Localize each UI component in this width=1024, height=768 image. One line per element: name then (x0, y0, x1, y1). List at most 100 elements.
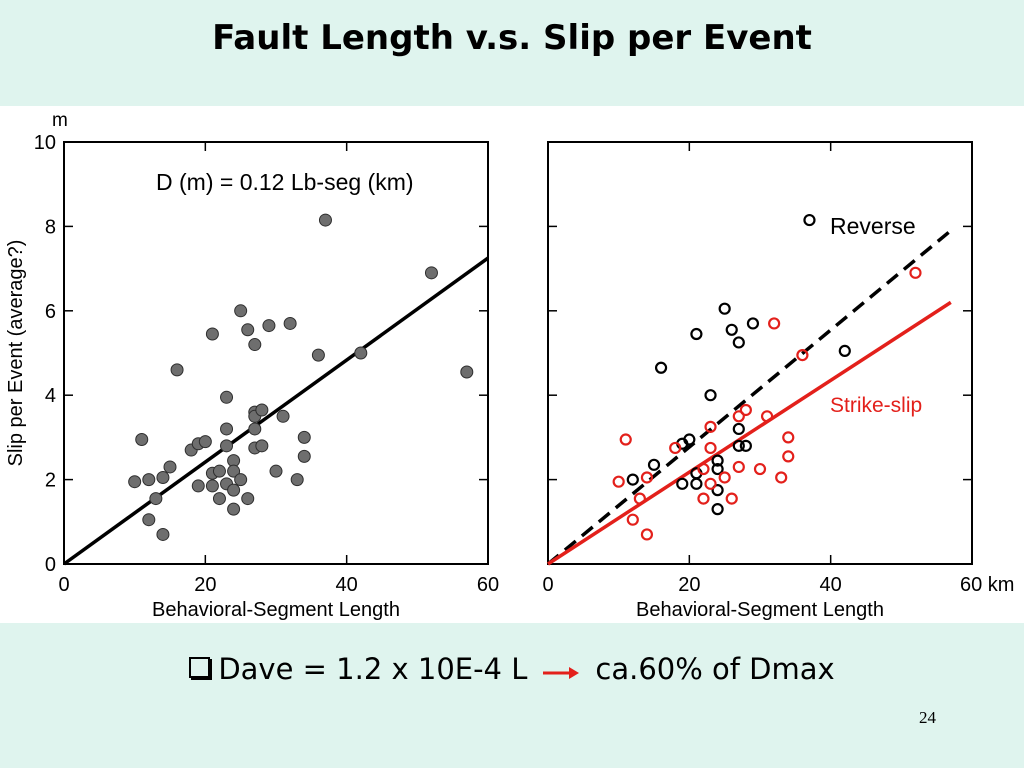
data-point (276, 409, 290, 423)
strike-slip-fit-line (547, 300, 952, 566)
strike-slip-point (768, 317, 781, 330)
data-point (220, 422, 234, 436)
data-point (191, 479, 205, 493)
x-axis-label: Behavioral-Segment Length (636, 599, 884, 621)
data-point (212, 492, 226, 506)
right-arrow-icon (541, 654, 581, 688)
data-point (128, 475, 142, 489)
reverse-point (690, 477, 703, 490)
reverse-point (732, 439, 745, 452)
y-tick-label: 6 (45, 301, 56, 323)
strike-slip-point (697, 462, 710, 476)
plot-frame (63, 141, 489, 565)
x-tick-label: 20 (678, 574, 700, 596)
data-point (283, 316, 297, 330)
data-point (460, 365, 474, 379)
reverse-point (732, 336, 745, 349)
caption-percent: ca.60% of Dmax (595, 652, 835, 686)
strike-slip-point (704, 477, 717, 490)
checkbox-bullet-icon (189, 657, 211, 678)
reverse-point (838, 344, 851, 357)
data-point (156, 470, 170, 484)
strike-slip-point (732, 460, 745, 474)
data-point (149, 492, 163, 506)
y-tick-label: 8 (45, 216, 56, 238)
reverse-point (739, 439, 752, 452)
data-point (248, 338, 262, 352)
data-point (156, 527, 170, 541)
figure-panel: 0 2 4 6 8 10 0 20 40 60 m Behavioral-Segment Length… (0, 106, 1024, 623)
data-point (205, 479, 219, 493)
x-tick-label: 20 (194, 574, 216, 596)
page-number: 24 (919, 708, 936, 727)
data-point (170, 363, 184, 377)
strike-slip-point (697, 492, 710, 505)
y-unit-label: m (52, 110, 68, 131)
x-axis-label: Behavioral-Segment Length (152, 599, 400, 621)
data-point (212, 464, 226, 478)
reverse-point (626, 473, 639, 486)
data-point (135, 433, 149, 447)
y-tick-label: 4 (45, 385, 56, 407)
x-tick-label: 60 (477, 574, 499, 596)
fit-equation-annotation: D (m) = 0.12 Lb-seg (km) (156, 169, 414, 195)
y-tick-label: 0 (45, 554, 56, 576)
fit-line (62, 256, 490, 566)
reverse-point (704, 389, 717, 402)
strike-slip-point (718, 471, 731, 484)
reverse-point (711, 462, 724, 476)
data-point (234, 304, 248, 318)
x-tick-label: 40 (336, 574, 358, 596)
strike-slip-point (669, 441, 682, 455)
y-tick-label: 2 (45, 470, 56, 492)
data-point (269, 464, 283, 478)
strike-slip-point (633, 492, 646, 505)
reverse-point (683, 433, 696, 446)
data-point (163, 460, 177, 474)
strike-slip-point (753, 462, 767, 476)
strike-slip-point (612, 475, 625, 488)
data-point (297, 430, 311, 444)
strike-slip-point (739, 403, 752, 417)
data-point (227, 502, 241, 516)
strike-slip-point (640, 528, 654, 541)
reverse-point (690, 327, 703, 341)
y-axis-label: Slip per Event (average?) (5, 240, 27, 467)
slide-title: Fault Length v.s. Slip per Event (212, 18, 812, 58)
strike-slip-point (626, 513, 639, 526)
data-point (318, 213, 332, 227)
reverse-point (711, 454, 724, 467)
data-point (297, 449, 311, 463)
strike-slip-point (619, 433, 632, 446)
reverse-point (732, 422, 745, 436)
strike-slip-point (732, 410, 745, 423)
strike-slip-point (782, 450, 795, 463)
data-point (227, 464, 241, 478)
data-point (248, 422, 262, 436)
x-tick-label: 0 (542, 574, 553, 596)
data-point (205, 327, 219, 341)
data-point (198, 435, 212, 449)
reverse-point (725, 323, 738, 336)
strike-slip-point (796, 349, 809, 362)
y-tick-label: 10 (34, 132, 56, 154)
plot-frame (547, 141, 973, 565)
strike-slip-point (725, 492, 738, 505)
strike-slip-point (782, 431, 795, 444)
strike-slip-series-label: Strike-slip (830, 394, 922, 417)
reverse-point (718, 302, 731, 315)
reverse-series-label: Reverse (830, 213, 916, 239)
reverse-point (746, 317, 760, 330)
data-point (255, 439, 269, 453)
data-point (311, 348, 325, 362)
data-point (234, 473, 248, 487)
x-unit-label: 60 km (960, 574, 1014, 596)
data-point (220, 439, 234, 453)
caption: Dave = 1.2 x 10E-4 L ca.60% of Dmax (0, 652, 1024, 688)
strike-slip-point (704, 441, 717, 455)
reverse-point (711, 484, 724, 497)
strike-slip-point (704, 420, 717, 433)
strike-slip-point (909, 266, 922, 279)
data-point (262, 319, 276, 333)
data-point (227, 483, 241, 497)
